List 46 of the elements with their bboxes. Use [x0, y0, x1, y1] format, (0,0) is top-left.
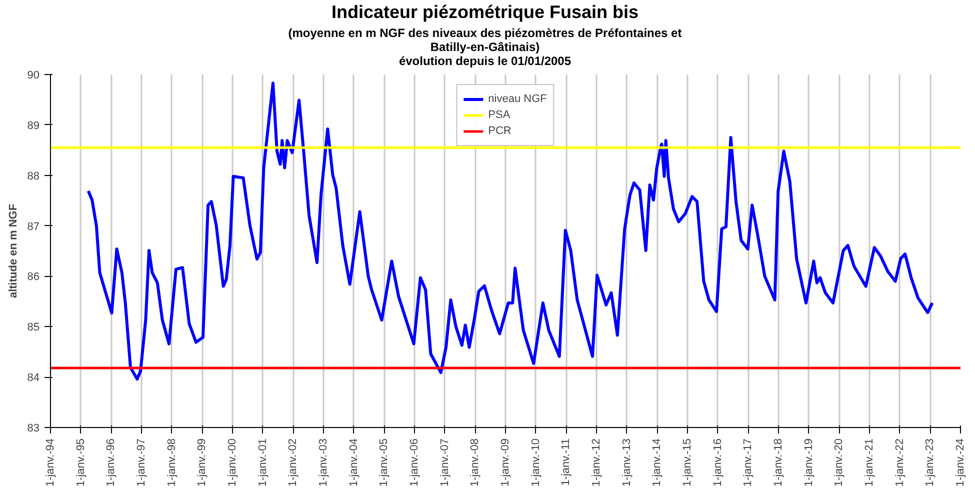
y-tick-label: 87 [27, 220, 40, 233]
x-tick-label: 1-janv.-18 [772, 438, 785, 486]
x-tick-label: 1-janv.-95 [74, 438, 87, 486]
y-axis-title: altitude en m NGF [7, 204, 20, 298]
y-tick-label: 83 [27, 422, 40, 434]
x-tick-label: 1-janv.-15 [682, 438, 694, 486]
legend-label: PCR [488, 124, 512, 139]
x-tick-label: 1-janv.-08 [469, 438, 482, 486]
x-tick-label: 1-janv.-11 [560, 438, 572, 486]
y-tick-label: 84 [27, 372, 40, 384]
line-series [86, 81, 934, 380]
y-tick-label: 88 [27, 170, 40, 182]
x-tick-label: 1-janv.-05 [378, 438, 390, 486]
x-tick-label: 1-janv.-94 [44, 438, 56, 486]
x-tick-label: 1-janv.-19 [802, 438, 815, 486]
legend-label: PSA [488, 108, 510, 123]
y-tick-label: 89 [27, 120, 40, 132]
x-tick-label: 1-janv.-06 [408, 438, 421, 486]
x-tick-label: 1-janv.-02 [287, 438, 300, 486]
x-tick-label: 1-janv.-09 [500, 438, 512, 486]
x-tick-label: 1-janv.-07 [438, 438, 451, 486]
x-tick-label: 1-janv.-01 [256, 438, 269, 486]
y-tick-label: 90 [27, 69, 40, 82]
x-tick-label: 1-janv.-20 [833, 438, 846, 486]
x-tick-label: 1-janv.-99 [196, 438, 208, 486]
chart-subtitle: (moyenne en m NGF des niveaux des piézomètres de Préfontaines et Batilly-en-Gâtinais) évolution depuis le 01/01/2005 [288, 26, 682, 69]
x-tick-label: 1-janv.-12 [590, 438, 602, 486]
x-tick-label: 1-janv.-03 [317, 438, 330, 486]
y-tick-label: 85 [27, 322, 40, 334]
y-tick-label: 86 [27, 271, 40, 284]
x-tick-label: 1-janv.-00 [226, 438, 238, 486]
chart-title: Indicateur piézométrique Fusain bis [331, 1, 639, 24]
x-tick-label: 1-janv.-24 [954, 438, 966, 486]
legend-label: niveau NGF [488, 92, 547, 107]
x-tick-label: 1-janv.-16 [712, 438, 724, 486]
x-tick-label: 1-janv.-21 [864, 438, 876, 486]
x-tick-label: 1-janv.-96 [105, 438, 118, 486]
x-tick-label: 1-janv.-22 [894, 438, 906, 486]
x-tick-label: 1-janv.-04 [348, 438, 360, 486]
x-tick-label: 1-janv.-13 [620, 438, 633, 486]
x-tick-label: 1-janv.-10 [530, 438, 542, 486]
x-tick-label: 1-janv.-98 [166, 438, 178, 486]
x-tick-label: 1-janv.-17 [742, 438, 754, 486]
x-tick-label: 1-janv.-14 [651, 438, 664, 486]
x-tick-label: 1-janv.-97 [136, 438, 148, 486]
x-tick-label: 1-janv.-23 [924, 438, 936, 486]
